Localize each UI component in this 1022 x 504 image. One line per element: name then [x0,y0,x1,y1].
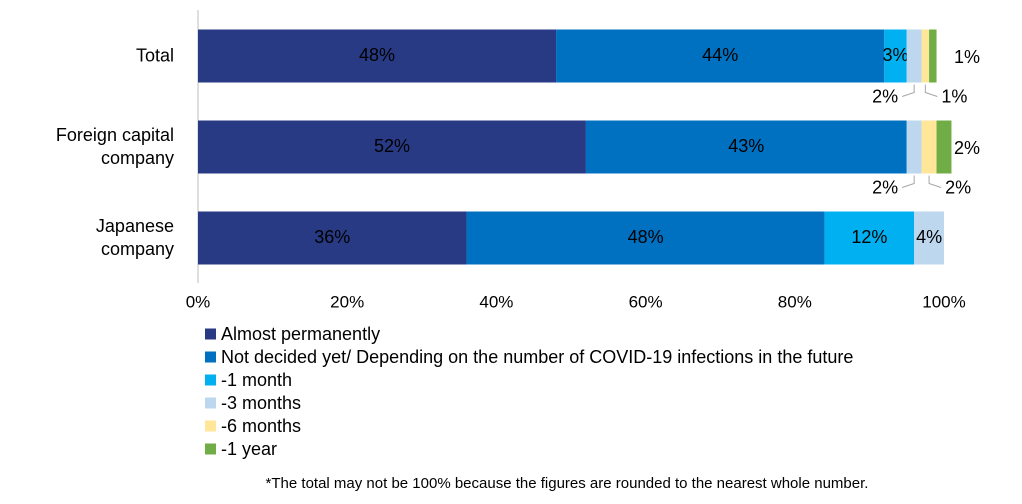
x-tick-label: 0% [186,292,211,311]
x-tick-label: 100% [922,292,965,311]
bar-segment [585,120,907,174]
bar-segment [466,211,825,265]
legend-swatch [205,397,216,409]
data-label: 2% [954,138,980,158]
leader-line [902,84,915,97]
data-label: 48% [628,227,664,247]
bar-segment [914,211,944,265]
x-tick-label: 60% [629,292,663,311]
bar-segment [921,120,937,174]
bar-segment [906,29,922,83]
bar-segment [921,29,930,83]
bar-segment [929,29,937,83]
x-tick-label: 80% [778,292,812,311]
legend-label: -1 month [221,370,292,390]
data-label: 44% [702,45,738,65]
data-label: 1% [941,86,967,106]
data-label: 3% [883,45,909,65]
legend-swatch [205,420,216,432]
data-label: 43% [728,136,764,156]
x-tick-label: 20% [330,292,364,311]
legend-label: -6 months [221,416,301,436]
data-label: 2% [945,177,971,197]
y-tick-label: Foreign capital company [55,125,174,168]
bar-segment [884,29,907,83]
bar-segment [936,120,952,174]
data-label: 2% [872,177,898,197]
data-label: 36% [314,227,350,247]
legend-label: -3 months [221,393,301,413]
leader-line [902,175,915,188]
data-label: 52% [374,136,410,156]
bar-segment [906,120,922,174]
bar-segment [556,29,885,83]
bar-segment [198,211,467,265]
legend-swatch [205,351,216,363]
leader-line [924,84,938,97]
bar-segment [198,120,586,174]
data-label: 48% [359,45,395,65]
bar-segment [198,29,557,83]
y-tick-label: Japanese company [95,216,174,259]
y-tick-label: Total [135,45,174,66]
data-label: 1% [954,47,980,67]
bar-segment [824,211,915,265]
legend-swatch [205,328,216,340]
legend-label: Not decided yet/ Depending on the number… [221,347,853,367]
legend-swatch [205,374,216,386]
x-tick-label: 40% [479,292,513,311]
legend-label: Almost permanently [221,324,380,344]
data-label: 4% [916,227,942,247]
footnote: *The total may not be 100% because the f… [266,475,869,492]
data-label: 2% [872,86,898,106]
leader-line [928,175,942,188]
data-label: 12% [851,227,887,247]
legend-label: -1 year [221,439,277,459]
legend-swatch [205,443,216,455]
